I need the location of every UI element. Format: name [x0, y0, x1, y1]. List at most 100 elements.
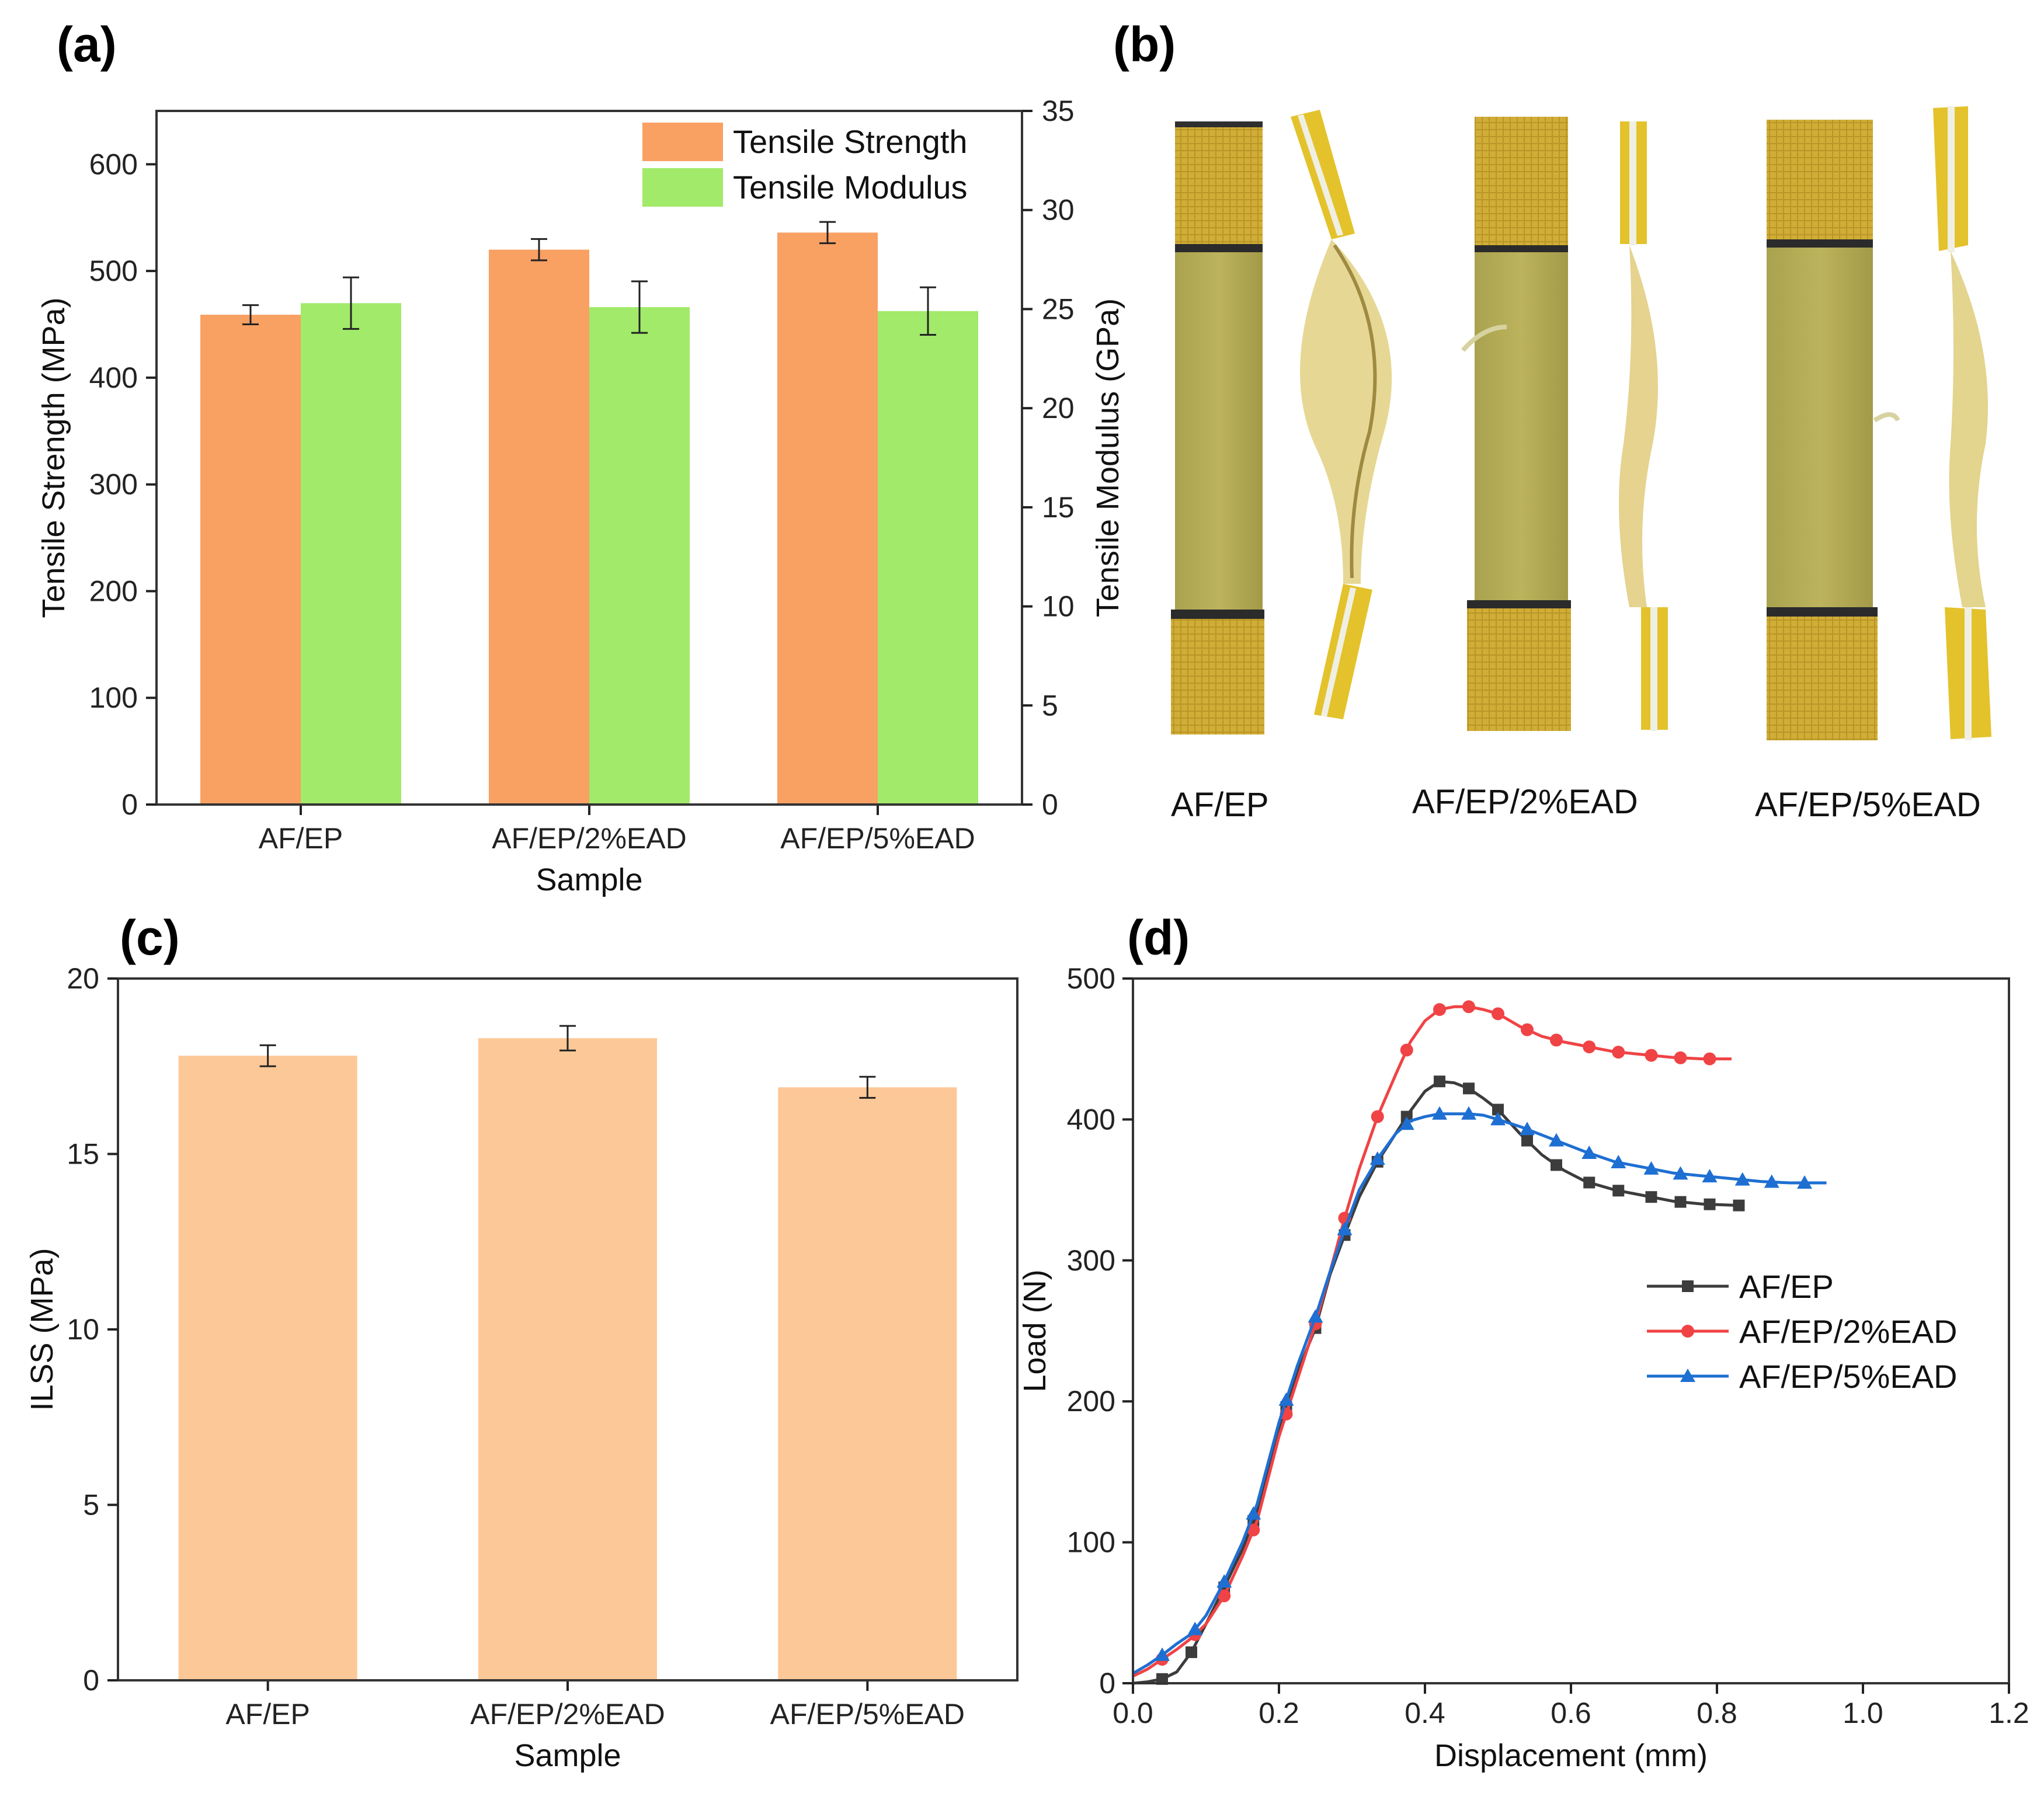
x-tick-label-d: 0.2 [1259, 1697, 1299, 1729]
point-d-1-9 [1433, 1003, 1446, 1016]
y-tick-label-a: 500 [89, 255, 138, 287]
point-d-1-15 [1612, 1046, 1625, 1059]
bar-a-0-1 [489, 249, 589, 805]
point-d-0-11 [1492, 1103, 1504, 1116]
x-axis-title-d: Displacement (mm) [1434, 1738, 1708, 1773]
y-axis-title-d: Load (N) [1017, 1269, 1052, 1392]
point-d-2-5 [1308, 1309, 1323, 1323]
point-d-2-15 [1611, 1155, 1626, 1169]
bar-a-0-2 [777, 232, 878, 805]
photo-label-3: AF/EP/5%EAD [1755, 786, 1981, 824]
point-d-2-13 [1549, 1133, 1564, 1147]
point-d-1-7 [1371, 1110, 1384, 1123]
y-tick-label-d: 400 [1067, 1103, 1115, 1136]
bar-c-0 [178, 1056, 357, 1680]
point-d-2-3 [1246, 1506, 1261, 1520]
x-tick-label-a-2: AF/EP/5%EAD [780, 822, 975, 855]
y-tick-label-a: 400 [89, 361, 138, 394]
series-line-d-1 [1132, 1005, 1732, 1678]
point-d-2-2 [1216, 1574, 1232, 1588]
x-tick-label-d: 0.8 [1697, 1697, 1737, 1729]
x-tick-label-d: 1.0 [1843, 1697, 1883, 1729]
point-d-1-11 [1492, 1007, 1504, 1021]
point-d-0-15 [1612, 1185, 1625, 1197]
point-d-1-12 [1521, 1023, 1534, 1036]
point-d-2-0 [1155, 1647, 1170, 1661]
panel-label-a: (a) [57, 17, 117, 72]
photo-panel-b: (b) [1113, 17, 1991, 740]
point-d-1-18 [1703, 1052, 1716, 1066]
point-d-0-0 [1156, 1673, 1168, 1685]
y-tick-label-c: 10 [67, 1313, 99, 1346]
point-d-2-12 [1520, 1122, 1535, 1136]
x-tick-label-d: 0.0 [1113, 1697, 1153, 1729]
y-tick-label-a: 600 [89, 148, 138, 180]
point-d-1-13 [1550, 1033, 1563, 1047]
legend-marker-d-1 [1681, 1325, 1694, 1338]
legend-swatch-a-0 [642, 123, 723, 161]
point-d-0-1 [1186, 1646, 1197, 1658]
point-d-2-16 [1643, 1161, 1659, 1175]
point-d-2-1 [1187, 1621, 1203, 1635]
point-d-2-9 [1432, 1106, 1447, 1120]
photo-label-1: AF/EP [1171, 786, 1269, 824]
panel-label-d: (d) [1127, 910, 1190, 965]
point-d-1-2 [1218, 1589, 1231, 1603]
legend-label-a-1: Tensile Modulus [733, 169, 968, 206]
y-tick-label-d: 100 [1067, 1526, 1115, 1559]
y-tick-label-c: 20 [67, 962, 99, 995]
point-d-2-7 [1369, 1151, 1385, 1165]
y2-tick-label-a: 30 [1042, 194, 1075, 227]
legend-swatch-a-1 [642, 168, 723, 207]
series-line-d-2 [1132, 1112, 1827, 1675]
point-d-0-19 [1733, 1199, 1745, 1211]
y2-tick-label-a: 15 [1042, 491, 1075, 524]
point-d-2-4 [1278, 1392, 1294, 1406]
y-tick-label-a: 300 [89, 468, 138, 501]
y-tick-label-d: 300 [1067, 1244, 1115, 1277]
plot-frame-a [155, 110, 1023, 806]
bar-a-0-0 [200, 315, 301, 805]
x-tick-label-a-0: AF/EP [259, 822, 343, 855]
y-tick-label-c: 0 [83, 1664, 99, 1697]
point-d-2-17 [1673, 1166, 1688, 1180]
y2-tick-label-a: 35 [1042, 95, 1075, 127]
bar-c-2 [778, 1087, 957, 1680]
legend-label-d-0: AF/EP [1739, 1268, 1834, 1305]
chart-a: (a) AF/EP AF/EP/2%EAD AF/EP/5%EAD010020030… [36, 17, 1125, 897]
x-tick-label-c-0: AF/EP [225, 1698, 310, 1731]
x-axis-title-a: Sample [536, 862, 642, 897]
specimen-1-side [1291, 110, 1392, 719]
x-tick-label-d: 0.4 [1405, 1697, 1445, 1729]
point-d-1-10 [1462, 1000, 1475, 1014]
bar-a-1-0 [301, 303, 401, 805]
point-d-2-14 [1581, 1146, 1597, 1160]
y-tick-label-d: 200 [1067, 1385, 1115, 1418]
point-d-1-17 [1674, 1051, 1687, 1064]
y-axis-title-a: Tensile Strength (MPa) [36, 297, 71, 618]
point-d-0-17 [1674, 1196, 1687, 1208]
point-d-0-12 [1521, 1134, 1533, 1147]
y-tick-label-d: 0 [1099, 1667, 1115, 1700]
point-d-2-6 [1337, 1221, 1353, 1235]
y-tick-label-c: 5 [83, 1489, 99, 1522]
specimen-1-front [1171, 121, 1264, 734]
y2-axis-title-a: Tensile Modulus (GPa) [1090, 298, 1125, 617]
point-d-1-16 [1645, 1049, 1658, 1062]
bar-c-1 [478, 1038, 657, 1680]
point-d-2-19 [1734, 1172, 1750, 1186]
point-d-0-18 [1704, 1198, 1716, 1210]
legend-marker-d-2 [1680, 1369, 1695, 1382]
bar-a-1-2 [878, 311, 978, 805]
x-tick-label-c-2: AF/EP/5%EAD [770, 1698, 965, 1731]
point-d-2-8 [1399, 1116, 1414, 1130]
y-tick-label-a: 100 [89, 681, 138, 714]
point-d-1-8 [1400, 1043, 1413, 1057]
point-d-1-3 [1247, 1523, 1260, 1537]
y-tick-label-c: 15 [67, 1138, 99, 1171]
point-d-2-18 [1702, 1169, 1718, 1183]
point-d-2-10 [1461, 1106, 1476, 1120]
point-d-2-11 [1490, 1112, 1506, 1126]
bar-a-1-1 [589, 307, 690, 805]
